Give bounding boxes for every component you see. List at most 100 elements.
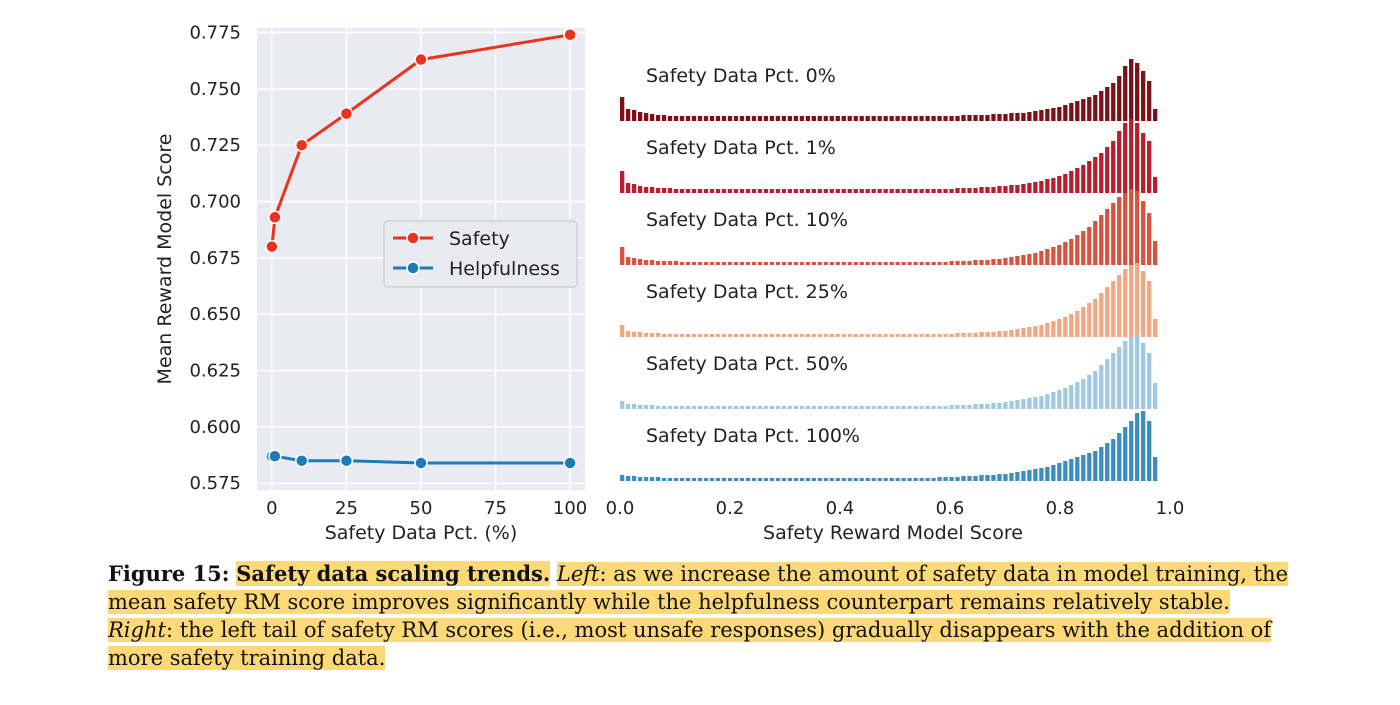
histogram-bar <box>1057 390 1062 409</box>
histogram-bar <box>661 478 667 481</box>
histogram-bar <box>883 478 888 481</box>
histogram-bar <box>1045 323 1050 337</box>
histogram-bar <box>697 406 703 409</box>
histogram-bar <box>643 260 649 265</box>
histogram-bar <box>979 187 984 193</box>
histogram-bar <box>745 116 751 121</box>
histogram-bar <box>1069 103 1074 121</box>
histogram-bar <box>727 406 733 409</box>
histogram-bar <box>620 97 625 121</box>
histogram-bar <box>793 189 798 193</box>
histogram-bar <box>685 262 691 265</box>
histogram-bar <box>805 116 810 121</box>
histogram-bar <box>1015 113 1020 121</box>
histogram-bar <box>751 478 757 481</box>
histogram-bar <box>841 262 846 265</box>
histogram-bar <box>985 115 990 121</box>
histogram-bar <box>787 478 792 481</box>
histogram-bar <box>889 478 894 481</box>
histogram-bar <box>973 188 978 193</box>
histogram-bar <box>1075 311 1080 337</box>
histogram-bar <box>1105 209 1110 265</box>
histogram-bar <box>877 334 882 337</box>
x-tick-label: 0.2 <box>716 498 745 519</box>
histogram-bar <box>817 116 822 121</box>
histogram-bar <box>1051 321 1056 337</box>
histogram-bar <box>1063 317 1068 337</box>
histogram-bar <box>859 116 864 121</box>
histogram-bar <box>655 261 661 265</box>
histogram-bar <box>673 189 679 193</box>
histogram-bar <box>709 116 715 121</box>
histogram-bar <box>967 333 972 337</box>
histogram-bar <box>985 260 990 265</box>
histogram-bar <box>1105 443 1110 481</box>
histogram-bar <box>829 478 834 481</box>
histogram-bar <box>787 262 792 265</box>
histogram-bar <box>757 334 763 337</box>
histogram-bar <box>799 478 804 481</box>
histogram-bar <box>733 478 739 481</box>
histogram-bar <box>1147 421 1152 481</box>
histogram-bar <box>877 116 882 121</box>
histogram-bar <box>625 109 631 121</box>
histogram-bar <box>781 478 787 481</box>
histogram-bar <box>979 404 984 409</box>
histogram-bar <box>1057 107 1062 121</box>
histogram-bar <box>709 334 715 337</box>
histogram-bar <box>757 262 763 265</box>
histogram-bar <box>949 189 954 193</box>
histogram-bar <box>1129 59 1134 121</box>
histogram-bar <box>907 189 912 193</box>
histogram-bar <box>865 334 870 337</box>
histogram-bar <box>829 189 834 193</box>
histogram-bar <box>775 262 781 265</box>
histogram-bar <box>721 406 727 409</box>
histogram-bar <box>733 116 739 121</box>
histogram-bar <box>1111 141 1116 193</box>
histogram-bar <box>1099 153 1104 193</box>
histogram-bar <box>1099 365 1104 409</box>
histogram-bar <box>853 262 858 265</box>
histogram-bar <box>793 406 798 409</box>
histogram-bar <box>841 478 846 481</box>
histogram-bar <box>685 406 691 409</box>
histogram-bar <box>655 333 661 337</box>
histogram-bar <box>1003 402 1008 409</box>
histogram-bar <box>620 247 625 265</box>
histogram-bar <box>829 406 834 409</box>
histogram-bar <box>847 478 852 481</box>
histogram-bar <box>679 262 685 265</box>
histogram-bar <box>625 257 631 265</box>
histogram-bar <box>811 262 816 265</box>
histogram-bar <box>1015 400 1020 409</box>
histogram-bar <box>1093 451 1098 481</box>
y-tick-label: 0.575 <box>189 473 241 494</box>
histogram-bar <box>661 188 667 193</box>
histogram-bar <box>1021 471 1026 481</box>
histogram-bar <box>895 262 900 265</box>
histogram-bar <box>1021 255 1026 265</box>
histogram-bar <box>631 332 637 337</box>
histogram-bar <box>793 478 798 481</box>
histogram-bar <box>1015 256 1020 265</box>
x-tick-label: 25 <box>335 498 358 519</box>
histogram-bar <box>853 189 858 193</box>
histogram-bar <box>703 406 709 409</box>
histogram-bar <box>1087 161 1092 193</box>
histogram-bar <box>1051 108 1056 121</box>
histogram-bar <box>883 189 888 193</box>
histogram-bar <box>943 477 948 481</box>
histogram-bar <box>1123 123 1128 193</box>
histogram-bar <box>739 189 745 193</box>
histogram-bar <box>775 478 781 481</box>
histogram-bar <box>811 478 816 481</box>
histogram-bar <box>1093 221 1098 265</box>
histogram-bar <box>835 189 840 193</box>
histogram-bar <box>883 116 888 121</box>
histogram-bar <box>997 331 1002 337</box>
histogram-bar <box>889 262 894 265</box>
histogram-bar <box>1003 186 1008 193</box>
data-point-helpfulness <box>268 449 282 463</box>
histogram-bar <box>1009 401 1014 409</box>
